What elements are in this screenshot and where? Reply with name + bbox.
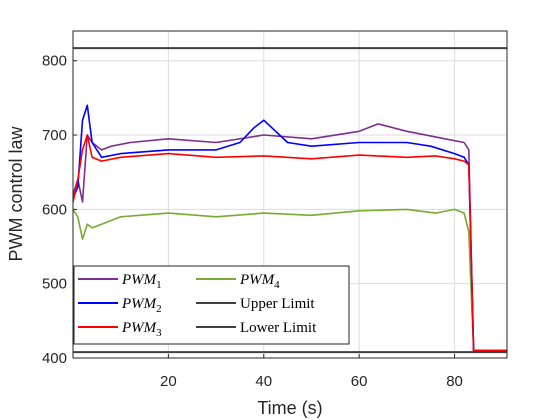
series-line-3 [72,208,507,352]
y-tick-label: 600 [42,201,67,218]
y-axis-label: PWM control law [6,125,26,261]
x-tick-label: 20 [160,373,177,390]
legend-label: PWM3 [121,320,162,339]
y-tick-label: 700 [42,127,67,144]
x-tick-label: 80 [446,373,463,390]
series-line-1 [72,104,507,352]
legend-label: PWM4 [239,272,280,291]
legend-label: PWM1 [121,272,162,291]
x-tick-label: 60 [351,373,368,390]
x-axis-label: Time (s) [257,398,322,418]
series-line-2 [72,134,507,352]
legend-label: Lower Limit [240,320,317,336]
ticks: 20 40 60 80 400 500 600 700 800 [42,53,463,390]
legend-label: Upper Limit [240,296,315,312]
y-tick-label: 400 [42,350,67,367]
series-layer [72,47,507,354]
x-tick-label: 40 [255,373,272,390]
legend: PWM1 PWM4 PWM2 Upper Limit PWM3 Lower Limit [73,265,350,345]
y-tick-label: 500 [42,276,67,293]
plot-frame [72,30,508,359]
y-tick-label: 800 [42,53,67,70]
legend-label: PWM2 [121,296,162,315]
